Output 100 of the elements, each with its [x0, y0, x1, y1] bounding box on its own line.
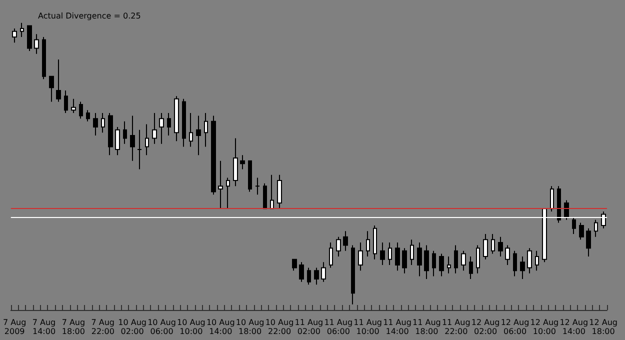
candlestick — [564, 200, 569, 220]
candlestick — [557, 186, 561, 224]
x-tick-label: 7 Aug 14:00 — [32, 318, 56, 336]
candlestick — [270, 174, 274, 210]
candlestick — [248, 160, 252, 192]
candlestick — [145, 124, 149, 156]
candlestick — [513, 250, 517, 277]
candlestick — [108, 112, 113, 156]
candlestick — [586, 228, 591, 258]
candlestick — [34, 34, 39, 54]
candlestick — [572, 216, 576, 234]
x-tick-label: 11 Aug 02:00 — [294, 318, 324, 336]
candlestick — [483, 234, 488, 260]
candlestick — [263, 182, 267, 210]
candlestick — [130, 115, 135, 162]
text: Actual Divergence = 0.25 — [38, 12, 141, 20]
candlestick — [498, 236, 503, 258]
candlestick — [491, 234, 495, 254]
x-tick-label: 11 Aug 18:00 — [412, 318, 441, 336]
x-tick-label: 11 Aug 22:00 — [442, 318, 470, 336]
candlestick — [439, 253, 444, 277]
candlestick — [410, 239, 414, 266]
candlestick — [321, 262, 326, 282]
x-tick-label: 12 Aug 10:00 — [530, 318, 559, 336]
candlestick — [535, 250, 539, 272]
candlestick — [27, 25, 32, 52]
candlestick — [373, 225, 377, 260]
x-tick-label: 10 Aug 14:00 — [206, 318, 235, 336]
candlestick — [454, 244, 458, 274]
candlestick — [307, 267, 311, 286]
candlestick — [137, 129, 142, 170]
x-tick-label: 10 Aug 02:00 — [118, 318, 146, 336]
candlestick — [204, 112, 208, 148]
x-tick-label: 11 Aug 14:00 — [383, 318, 412, 336]
candlestick — [432, 250, 436, 277]
candlestick — [255, 177, 260, 196]
x-tick-label: 11 Aug 10:00 — [354, 318, 382, 336]
candlestick — [42, 36, 46, 80]
x-tick-label: 10 Aug 10:00 — [177, 318, 206, 336]
candlestick — [447, 256, 451, 274]
candlestick — [64, 90, 68, 114]
x-tick-label: 7 Aug 22:00 — [91, 318, 115, 336]
candlestick — [550, 186, 554, 212]
candlestick — [469, 256, 473, 280]
candlestick — [189, 112, 193, 148]
candlestick — [527, 248, 532, 274]
x-tick-label: 12 Aug 18:00 — [589, 318, 618, 336]
candlestick — [71, 98, 76, 114]
candlestick — [174, 96, 179, 142]
candlestick — [86, 110, 90, 122]
candlestick — [343, 230, 348, 252]
candlestick — [56, 58, 61, 102]
candlestick — [167, 112, 171, 136]
candlestick — [211, 115, 216, 196]
candlestick — [395, 242, 400, 272]
candlestick — [49, 76, 54, 102]
candlestick — [159, 112, 164, 144]
candlestick — [476, 244, 480, 274]
candlestick — [218, 160, 223, 210]
candlestick — [329, 242, 333, 268]
candlestick — [123, 120, 127, 144]
candlestick — [12, 28, 17, 44]
x-tick-label: 10 Aug 22:00 — [265, 318, 294, 336]
candlestick — [594, 219, 598, 238]
candlestick — [233, 138, 238, 187]
candlestick — [277, 174, 282, 210]
candlestick — [93, 112, 98, 136]
candlestick — [20, 22, 24, 38]
candlestick — [79, 101, 83, 120]
candlestick — [240, 154, 245, 170]
candlestick — [366, 230, 370, 258]
candlestick — [152, 112, 157, 144]
candlestick — [299, 262, 304, 282]
x-tick-label: 12 Aug 06:00 — [500, 318, 530, 336]
candlestick — [101, 112, 105, 134]
x-tick-label: 7 Aug 18:00 — [62, 318, 86, 336]
x-tick-label: 7 Aug 2009 — [2, 318, 26, 336]
candlestick — [417, 242, 422, 277]
x-tick-label: 10 Aug 06:00 — [148, 318, 176, 336]
candlestick — [424, 244, 429, 280]
x-tick-label: 12 Aug 02:00 — [471, 318, 500, 336]
candlestick — [358, 242, 363, 272]
candlestick — [336, 236, 341, 258]
candlestick — [115, 126, 120, 156]
x-tick-label: 11 Aug 06:00 — [324, 318, 353, 336]
x-tick-label: 10 Aug 18:00 — [236, 318, 264, 336]
candlestick — [196, 115, 201, 156]
candlestick — [520, 256, 525, 280]
candlestick — [182, 98, 186, 148]
candlestick — [314, 267, 319, 286]
candlestick — [402, 248, 407, 274]
candlestick — [380, 242, 385, 266]
candlestick — [388, 242, 392, 266]
candlestick — [505, 244, 510, 266]
candlestick — [292, 258, 297, 272]
candlestick — [226, 177, 230, 210]
x-tick-label: 12 Aug 14:00 — [560, 318, 588, 336]
candlestick — [579, 222, 584, 240]
candlestick — [351, 244, 355, 305]
candlestick — [461, 250, 466, 272]
